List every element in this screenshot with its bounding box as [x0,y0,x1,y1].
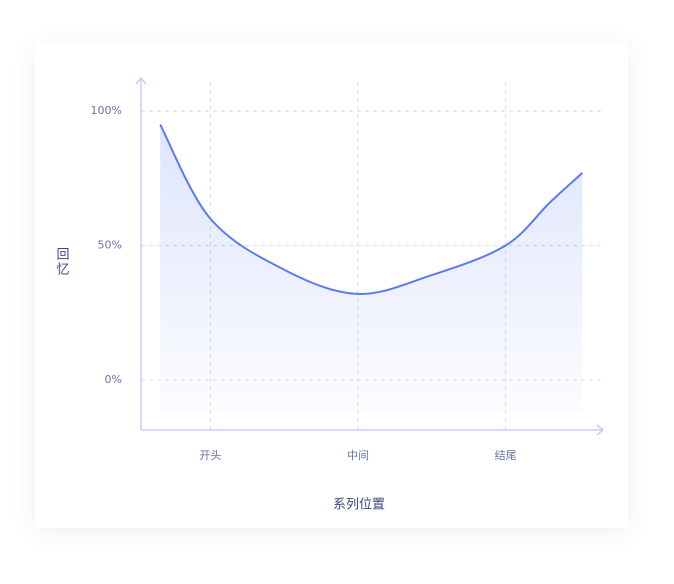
x-tick-label: 开头 [199,449,221,462]
x-tick-label: 结尾 [495,449,517,462]
y-axis-arrow [135,77,147,85]
x-axis-arrow [596,424,604,436]
y-tick-label: 100% [91,104,122,117]
x-tick-label: 中间 [347,449,369,462]
y-tick-label: 50% [98,239,122,252]
y-axis-title: 回忆 [54,247,70,277]
area [160,124,583,413]
x-axis-title: 系列位置 [333,498,385,513]
plot [159,124,584,413]
line [159,124,584,295]
y-tick-label: 0% [105,373,122,386]
